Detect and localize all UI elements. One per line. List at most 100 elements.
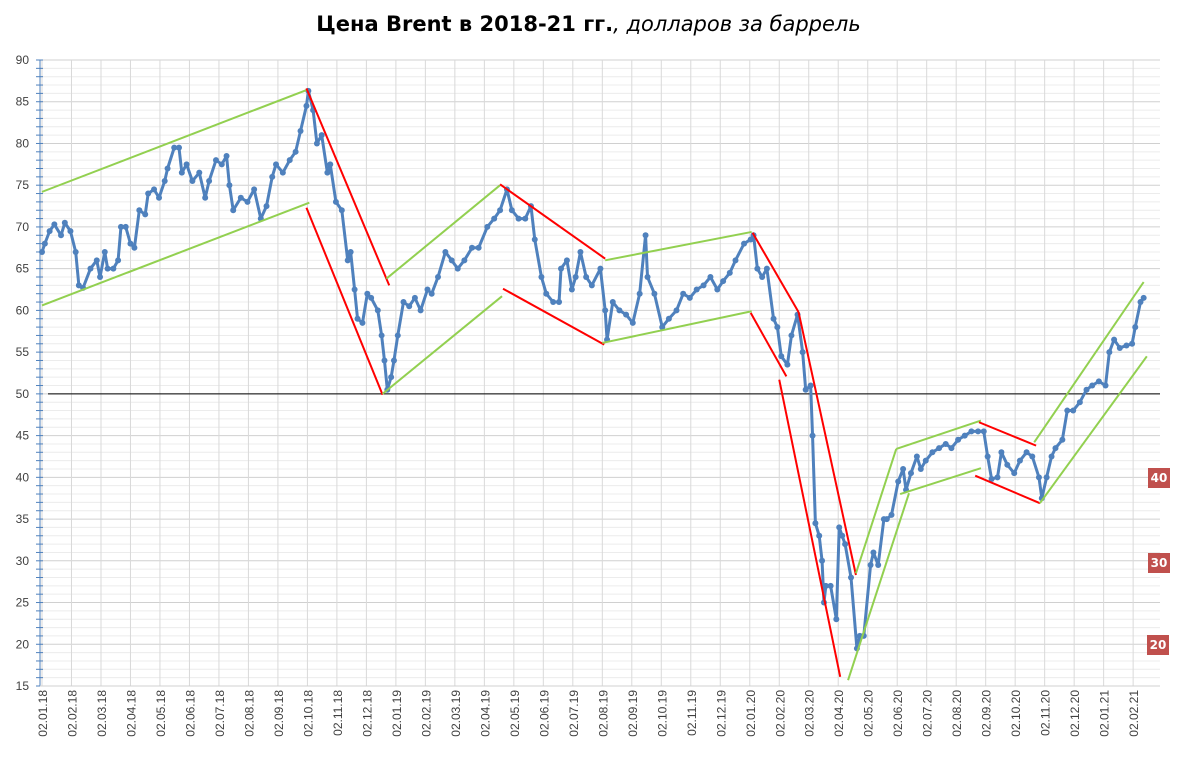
price-point <box>1106 349 1113 356</box>
price-point <box>344 257 351 264</box>
x-tick-label: 02.10.20 <box>1009 690 1023 737</box>
price-point <box>922 457 929 464</box>
price-point <box>531 236 538 243</box>
price-point <box>1070 407 1077 414</box>
y-tick-label: 20 <box>16 637 30 651</box>
x-tick-label: 02.11.20 <box>1039 690 1053 736</box>
price-point <box>491 215 498 222</box>
price-point <box>454 265 461 272</box>
price-point <box>726 269 733 276</box>
x-tick-label: 02.05.19 <box>508 690 522 737</box>
x-tick-label: 02.10.18 <box>301 690 315 737</box>
badge-20: 20 <box>1147 635 1169 655</box>
price-point <box>189 178 196 185</box>
price-point <box>870 549 877 556</box>
price-point <box>913 453 920 460</box>
price-point <box>543 290 550 297</box>
price-point <box>374 307 381 314</box>
trend-line <box>895 419 982 450</box>
y-tick-label: 45 <box>16 429 30 443</box>
price-point <box>212 157 219 164</box>
price-point <box>714 286 721 293</box>
price-point <box>1059 436 1066 443</box>
price-point <box>359 319 366 326</box>
price-point <box>1048 453 1055 460</box>
x-tick-label: 02.03.20 <box>803 690 817 737</box>
price-point <box>484 223 491 230</box>
y-tick-label: 40 <box>16 470 30 484</box>
price-point <box>975 428 982 435</box>
x-tick-label: 02.04.18 <box>124 690 138 737</box>
y-tick-label: 75 <box>16 178 30 192</box>
price-point <box>1111 336 1118 343</box>
price-point <box>550 299 557 306</box>
price-point <box>428 290 435 297</box>
x-tick-label: 02.08.18 <box>242 690 256 737</box>
price-point <box>1035 474 1042 481</box>
price-point <box>327 161 334 168</box>
price-point <box>1064 407 1071 414</box>
price-point <box>636 290 643 297</box>
price-point <box>936 445 943 452</box>
trend-line <box>499 183 606 260</box>
price-point <box>390 357 397 364</box>
y-tick-label: 30 <box>16 554 30 568</box>
price-point <box>93 257 100 264</box>
y-tick-label: 60 <box>16 303 30 317</box>
price-point <box>497 207 504 214</box>
x-tick-label: 02.12.20 <box>1068 690 1082 737</box>
price-point <box>206 178 213 185</box>
price-point <box>822 582 829 589</box>
trend-line <box>41 89 307 193</box>
price-point <box>273 161 280 168</box>
x-tick-label: 02.03.19 <box>449 690 463 737</box>
price-point <box>338 207 345 214</box>
y-tick-label: 50 <box>16 387 30 401</box>
price-point <box>324 169 331 176</box>
x-tick-label: 02.09.19 <box>626 690 640 737</box>
trend-line <box>797 311 857 576</box>
x-tick-label: 02.08.19 <box>596 690 610 737</box>
price-point <box>131 244 138 251</box>
price-point <box>46 228 53 235</box>
price-point <box>1052 445 1059 452</box>
price-point <box>51 221 58 228</box>
price-point <box>1116 344 1123 351</box>
price-point <box>955 436 962 443</box>
price-point <box>318 132 325 139</box>
price-point <box>522 215 529 222</box>
price-point <box>110 265 117 272</box>
price-point <box>961 432 968 439</box>
price-point <box>819 557 826 564</box>
price-point <box>988 476 995 483</box>
trend-line <box>502 287 605 346</box>
trend-line <box>305 87 391 286</box>
price-point <box>41 240 48 247</box>
price-point <box>101 248 108 255</box>
trend-line <box>778 379 842 678</box>
price-point <box>556 299 563 306</box>
y-tick-label: 80 <box>16 136 30 150</box>
price-point <box>651 290 658 297</box>
price-point <box>616 307 623 314</box>
price-point <box>900 465 907 472</box>
price-point <box>223 152 230 159</box>
price-point <box>842 541 849 548</box>
price-point <box>237 194 244 201</box>
price-point <box>263 203 270 210</box>
price-point <box>563 257 570 264</box>
price-point <box>142 211 149 218</box>
price-point <box>778 353 785 360</box>
price-point <box>1023 449 1030 456</box>
price-point <box>754 265 761 272</box>
price-point <box>286 157 293 164</box>
x-tick-label: 02.11.19 <box>685 690 699 736</box>
chart-title-bold: Цена Brent в 2018-21 гг. <box>316 12 614 36</box>
x-tick-label: 02.06.18 <box>183 690 197 737</box>
price-point <box>178 169 185 176</box>
price-point <box>117 223 124 230</box>
price-point <box>1029 453 1036 460</box>
y-tick-label: 85 <box>16 95 30 109</box>
price-point <box>351 286 358 293</box>
